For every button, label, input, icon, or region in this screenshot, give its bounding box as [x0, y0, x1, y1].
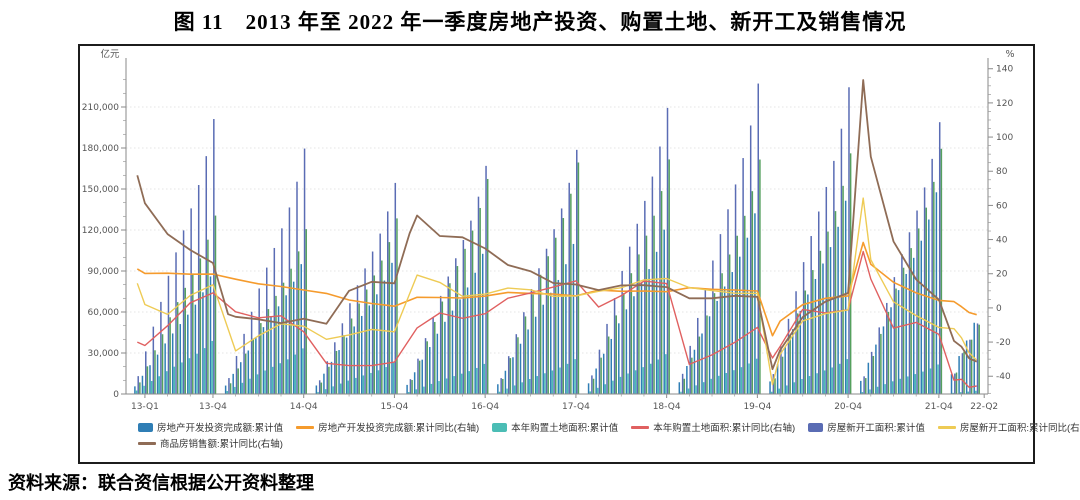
bar-series	[134, 192, 975, 394]
legend-line-swatch	[631, 425, 650, 429]
legend-line-swatch	[296, 425, 315, 429]
legend-item: 商品房销售额:累计同比(右轴)	[138, 436, 283, 450]
right-axis-tick-label: 80	[996, 167, 1008, 177]
bar-series	[137, 83, 979, 395]
x-axis-tick-label: 21-Q4	[925, 402, 953, 412]
right-axis-tick-label: 120	[996, 99, 1013, 109]
chart-legend: 房地产开发投资完成额:累计值 房地产开发投资完成额:累计同比(右轴) 本年购置土地面…	[80, 420, 1080, 450]
source-note: 资料来源：联合资信根据公开资料整理	[8, 473, 314, 493]
legend-row: 商品房销售额:累计同比(右轴)	[138, 436, 283, 450]
legend-label: 本年购置土地面积:累计值	[511, 423, 619, 434]
line-series	[137, 250, 977, 388]
legend-label: 房屋新开工面积:累计值	[827, 423, 925, 434]
legend-label: 房地产开发投资完成额:累计值	[157, 423, 284, 434]
left-axis-tick-label: 210,000	[82, 103, 119, 113]
legend-item: 本年购置土地面积:累计同比(右轴)	[631, 420, 795, 434]
legend-item: 房地产开发投资完成额:累计值	[138, 420, 283, 434]
legend-row: 房地产开发投资完成额:累计值 房地产开发投资完成额:累计同比(右轴) 本年购置土地面…	[138, 420, 1080, 434]
legend-line-swatch	[937, 425, 956, 429]
x-axis-tick-label: 18-Q4	[653, 402, 681, 412]
x-axis-tick-label: 13-Q4	[199, 402, 227, 412]
left-axis-tick-label: 90,000	[88, 267, 120, 277]
legend-label: 房地产开发投资完成额:累计同比(右轴)	[318, 423, 480, 434]
x-axis-tick-label: 20-Q4	[834, 402, 862, 412]
x-axis-tick-label: 15-Q4	[381, 402, 409, 412]
legend-label: 商品房销售额:累计同比(右轴)	[160, 439, 283, 450]
bar-series-group	[134, 83, 980, 395]
line-series	[136, 79, 978, 371]
legend-bar-swatch	[808, 422, 824, 432]
x-axis-tick-label: 22-Q2	[970, 402, 998, 412]
right-axis-tick-label: 20	[996, 270, 1008, 280]
left-axis-tick-label: 150,000	[82, 185, 119, 195]
x-axis-tick-label: 19-Q4	[743, 402, 771, 412]
x-axis-tick-label: 16-Q4	[471, 402, 499, 412]
legend-line-swatch	[138, 441, 156, 445]
left-axis-tick-label: 0	[113, 390, 119, 400]
right-axis-unit-label: %	[1005, 49, 1014, 60]
legend-bar-swatch	[138, 422, 153, 432]
x-axis-tick-label: 17-Q4	[562, 402, 590, 412]
left-axis-unit-label: 亿元	[100, 48, 120, 60]
legend-label: 房屋新开工面积:累计同比(右轴)	[959, 423, 1080, 434]
chart-frame: 0 30,000 60,000 90,000 120,000 150,000 180,000…	[78, 44, 1080, 464]
legend-bar-swatch	[492, 422, 508, 432]
left-axis-tick-label: 120,000	[82, 226, 119, 236]
left-axis-tick-label: 60,000	[88, 308, 120, 318]
chart-canvas: 0 30,000 60,000 90,000 120,000 150,000 180,000…	[82, 48, 1015, 412]
left-axis-tick-label: 30,000	[88, 349, 120, 359]
left-axis-tick-label: 180,000	[82, 144, 119, 154]
legend-label: 本年购置土地面积:累计同比(右轴)	[653, 423, 796, 434]
right-axis-tick-label: 0	[996, 304, 1002, 314]
legend-item: 本年购置土地面积:累计值	[492, 420, 618, 434]
legend-item: 房屋新开工面积:累计同比(右轴)	[937, 420, 1080, 434]
right-axis-tick-label: -20	[996, 338, 1011, 348]
right-axis-tick-label: 140	[996, 65, 1013, 75]
figure-title: 图 11 2013 年至 2022 年一季度房地产投资、购置土地、新开工及销售情…	[173, 10, 907, 34]
right-axis-tick-label: 60	[996, 201, 1008, 211]
right-axis-tick-label: 100	[996, 133, 1013, 143]
right-axis-tick-label: 40	[996, 236, 1008, 246]
x-axis-tick-label: 14-Q4	[290, 402, 318, 412]
legend-item: 房屋新开工面积:累计值	[808, 420, 925, 434]
bar-series	[135, 340, 977, 394]
legend-item: 房地产开发投资完成额:累计同比(右轴)	[296, 420, 479, 434]
x-axis-tick-label: 13-Q1	[131, 402, 159, 412]
right-axis-tick-label: -40	[996, 372, 1011, 382]
